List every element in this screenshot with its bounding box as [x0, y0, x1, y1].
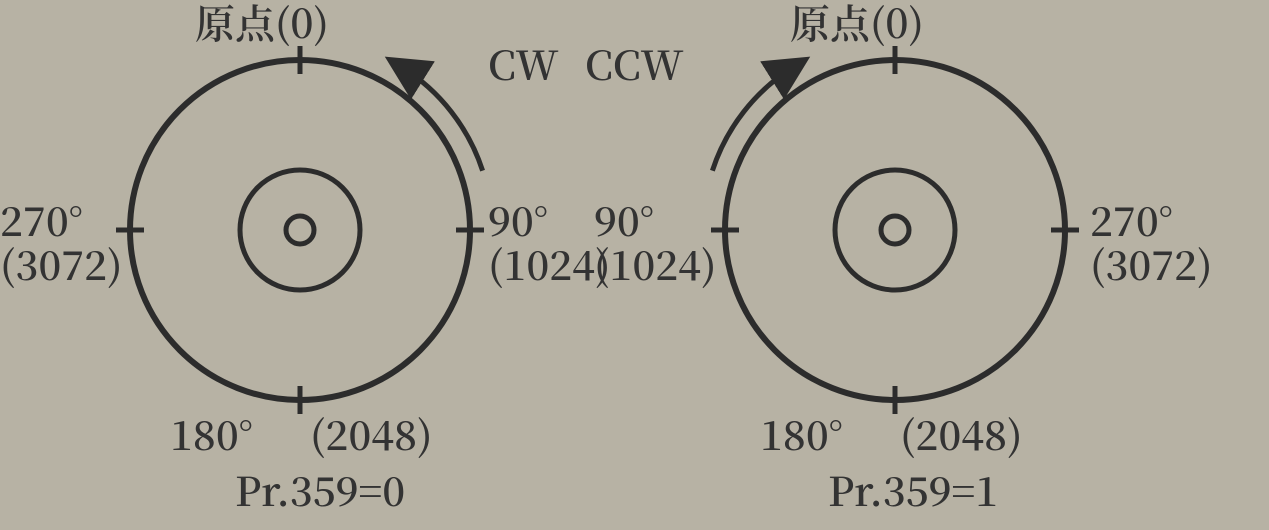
right-bottom-angle: 180°: [760, 412, 843, 456]
right-left-value: (1024): [594, 242, 716, 286]
right-center-ring: [881, 216, 909, 244]
left-inner-circle: [240, 170, 360, 290]
left-direction-arrow: [402, 67, 483, 170]
left-center-ring: [286, 216, 314, 244]
right-outer-circle: [725, 60, 1065, 400]
left-param-label: Pr.359=0: [235, 468, 405, 512]
right-dir-label: CCW: [585, 42, 683, 86]
right-top-label: 原点(0): [790, 0, 924, 44]
right-bottom-value: (2048): [900, 412, 1022, 456]
left-bottom-angle: 180°: [170, 412, 253, 456]
left-dir-label: CW: [488, 42, 559, 86]
right-direction-arrow: [712, 67, 793, 170]
right-right-value: (3072): [1090, 242, 1212, 286]
left-bottom-value: (2048): [310, 412, 432, 456]
left-right-value: (1024): [488, 242, 610, 286]
left-outer-circle: [130, 60, 470, 400]
right-inner-circle: [835, 170, 955, 290]
right-param-label: Pr.359=1: [828, 468, 998, 512]
left-left-value: (3072): [0, 242, 122, 286]
left-top-label: 原点(0): [195, 0, 329, 44]
